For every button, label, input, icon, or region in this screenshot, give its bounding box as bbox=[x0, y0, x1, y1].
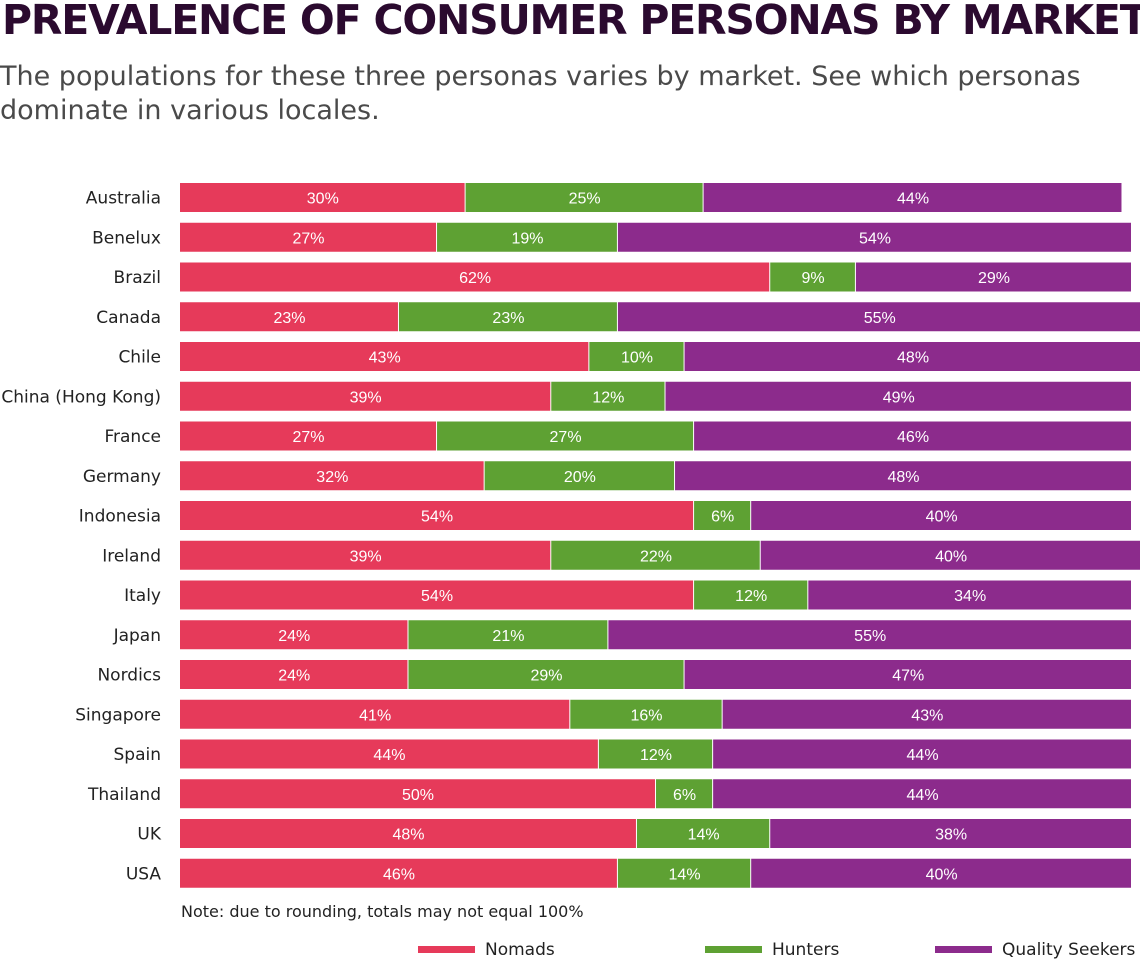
value-label-nomads-italy: 54% bbox=[421, 588, 453, 605]
value-label-nomads-singapore: 41% bbox=[359, 707, 391, 724]
value-label-nomads-australia: 30% bbox=[307, 191, 339, 208]
value-label-nomads-ireland: 39% bbox=[350, 548, 382, 565]
value-label-nomads-germany: 32% bbox=[316, 469, 348, 486]
value-label-nomads-usa: 46% bbox=[383, 866, 415, 883]
value-label-hunters-brazil: 9% bbox=[802, 270, 825, 287]
category-label-japan: Japan bbox=[113, 626, 161, 646]
category-label-china-hong-kong: China (Hong Kong) bbox=[1, 387, 161, 407]
chart-note: Note: due to rounding, totals may not eq… bbox=[181, 902, 584, 921]
value-label-quality-seekers-singapore: 43% bbox=[911, 707, 943, 724]
value-label-hunters-germany: 20% bbox=[564, 469, 596, 486]
bars-group: Australia 30% 25% 44% Benelux 27% 19% 54% Brazil… bbox=[1, 183, 1140, 888]
legend-swatch-quality-seekers bbox=[935, 946, 992, 953]
value-label-nomads-benelux: 27% bbox=[293, 230, 325, 247]
value-label-quality-seekers-germany: 48% bbox=[888, 469, 920, 486]
value-label-nomads-china-hong-kong: 39% bbox=[350, 389, 382, 406]
value-label-quality-seekers-australia: 44% bbox=[897, 191, 929, 208]
legend-label-nomads: Nomads bbox=[485, 940, 555, 960]
value-label-quality-seekers-usa: 40% bbox=[926, 866, 958, 883]
legend-label-hunters: Hunters bbox=[772, 940, 839, 960]
value-label-nomads-japan: 24% bbox=[278, 628, 310, 645]
category-label-indonesia: Indonesia bbox=[79, 507, 161, 527]
value-label-hunters-china-hong-kong: 12% bbox=[592, 389, 624, 406]
stacked-bar-chart: Australia 30% 25% 44% Benelux 27% 19% 54% Brazil… bbox=[0, 0, 1140, 961]
value-label-quality-seekers-spain: 44% bbox=[907, 747, 939, 764]
value-label-quality-seekers-china-hong-kong: 49% bbox=[883, 389, 915, 406]
value-label-quality-seekers-italy: 34% bbox=[954, 588, 986, 605]
value-label-quality-seekers-benelux: 54% bbox=[859, 230, 891, 247]
category-label-ireland: Ireland bbox=[102, 546, 161, 566]
value-label-nomads-france: 27% bbox=[293, 429, 325, 446]
value-label-hunters-italy: 12% bbox=[735, 588, 767, 605]
value-label-hunters-uk: 14% bbox=[688, 827, 720, 844]
value-label-nomads-canada: 23% bbox=[273, 310, 305, 327]
category-label-uk: UK bbox=[137, 825, 161, 845]
category-label-australia: Australia bbox=[86, 189, 161, 209]
category-label-thailand: Thailand bbox=[87, 785, 161, 805]
value-label-quality-seekers-thailand: 44% bbox=[907, 787, 939, 804]
category-label-germany: Germany bbox=[83, 467, 161, 487]
value-label-hunters-chile: 10% bbox=[621, 350, 653, 367]
category-label-spain: Spain bbox=[114, 745, 162, 765]
value-label-hunters-indonesia: 6% bbox=[711, 509, 734, 526]
value-label-nomads-spain: 44% bbox=[373, 747, 405, 764]
category-label-canada: Canada bbox=[96, 308, 161, 328]
legend-swatch-hunters bbox=[705, 946, 762, 953]
legend-swatch-nomads bbox=[418, 946, 475, 953]
legend: Nomads Hunters Quality Seekers bbox=[418, 940, 1136, 960]
value-label-quality-seekers-france: 46% bbox=[897, 429, 929, 446]
value-label-hunters-australia: 25% bbox=[569, 191, 601, 208]
value-label-quality-seekers-nordics: 47% bbox=[892, 668, 924, 685]
value-label-quality-seekers-uk: 38% bbox=[935, 827, 967, 844]
category-label-singapore: Singapore bbox=[75, 705, 161, 725]
value-label-hunters-canada: 23% bbox=[492, 310, 524, 327]
legend-label-quality-seekers: Quality Seekers bbox=[1002, 940, 1136, 960]
value-label-nomads-brazil: 62% bbox=[459, 270, 491, 287]
value-label-hunters-ireland: 22% bbox=[640, 548, 672, 565]
category-label-usa: USA bbox=[126, 864, 162, 884]
value-label-hunters-benelux: 19% bbox=[511, 230, 543, 247]
value-label-quality-seekers-chile: 48% bbox=[897, 350, 929, 367]
value-label-nomads-thailand: 50% bbox=[402, 787, 434, 804]
value-label-quality-seekers-canada: 55% bbox=[864, 310, 896, 327]
value-label-hunters-usa: 14% bbox=[669, 866, 701, 883]
category-label-benelux: Benelux bbox=[92, 228, 161, 248]
value-label-nomads-uk: 48% bbox=[392, 827, 424, 844]
value-label-quality-seekers-brazil: 29% bbox=[978, 270, 1010, 287]
category-label-france: France bbox=[104, 427, 161, 447]
value-label-hunters-france: 27% bbox=[550, 429, 582, 446]
value-label-nomads-indonesia: 54% bbox=[421, 509, 453, 526]
value-label-hunters-spain: 12% bbox=[640, 747, 672, 764]
value-label-nomads-nordics: 24% bbox=[278, 668, 310, 685]
category-label-nordics: Nordics bbox=[97, 666, 161, 686]
value-label-hunters-japan: 21% bbox=[492, 628, 524, 645]
category-label-brazil: Brazil bbox=[114, 268, 161, 288]
value-label-quality-seekers-ireland: 40% bbox=[935, 548, 967, 565]
value-label-hunters-singapore: 16% bbox=[630, 707, 662, 724]
category-label-italy: Italy bbox=[124, 586, 161, 606]
value-label-quality-seekers-japan: 55% bbox=[854, 628, 886, 645]
value-label-hunters-nordics: 29% bbox=[531, 668, 563, 685]
value-label-hunters-thailand: 6% bbox=[673, 787, 696, 804]
value-label-quality-seekers-indonesia: 40% bbox=[926, 509, 958, 526]
value-label-nomads-chile: 43% bbox=[369, 350, 401, 367]
category-label-chile: Chile bbox=[118, 348, 161, 368]
